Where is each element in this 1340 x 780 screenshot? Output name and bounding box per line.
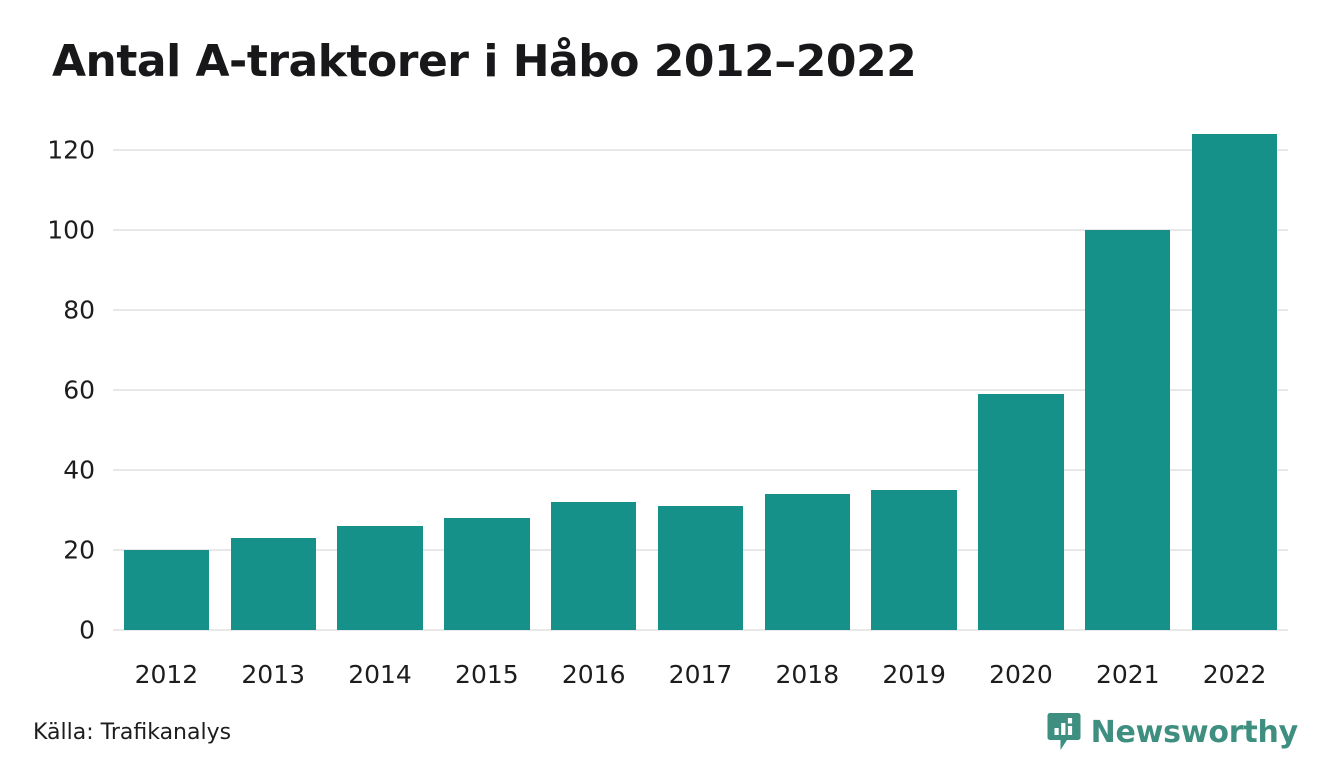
brand-name: Newsworthy — [1090, 714, 1299, 750]
y-axis-tick-label: 40 — [63, 455, 95, 485]
newsworthy-bubble-chart-icon — [1047, 713, 1081, 750]
y-axis-tick-label: 120 — [47, 135, 95, 165]
y-axis-labels: 0 20 40 60 80 100 120 — [0, 136, 95, 645]
bar-2015[interactable] — [444, 518, 530, 630]
x-axis-tick-label-2022: 2022 — [1202, 660, 1267, 689]
y-axis-tick-label: 20 — [63, 535, 95, 565]
x-axis-tick-label-2013: 2013 — [241, 660, 306, 689]
bar-2014[interactable] — [337, 526, 423, 630]
bar-2019[interactable] — [871, 490, 957, 630]
x-axis-tick-label-2019: 2019 — [882, 660, 946, 689]
brand-logo: Newsworthy — [1047, 712, 1298, 752]
x-axis-tick-label-2016: 2016 — [561, 660, 626, 689]
bar-2017[interactable] — [657, 506, 744, 630]
x-axis-tick-label-2020: 2020 — [989, 660, 1053, 689]
y-axis-tick-label: 100 — [47, 215, 95, 245]
bar-2021[interactable] — [1085, 230, 1171, 630]
gridline — [113, 389, 1288, 391]
source-note: Källa: Trafikanalys — [33, 720, 232, 745]
x-axis-labels: 2012 2013 2014 2015 2016 2017 2018 2019 2020 2021… — [113, 660, 1288, 700]
gridline — [113, 469, 1288, 471]
y-axis-tick-label: 80 — [63, 295, 95, 325]
bar-2022[interactable] — [1191, 134, 1278, 630]
x-axis-tick-label-2012: 2012 — [134, 660, 199, 689]
bar-2016[interactable] — [550, 502, 637, 630]
gridline — [113, 629, 1288, 631]
x-axis-tick-label-2017: 2017 — [668, 660, 733, 689]
plot-area — [113, 134, 1288, 631]
gridline — [113, 229, 1288, 231]
bar-2020[interactable] — [978, 394, 1064, 630]
chart-title: Antal A-traktorer i Håbo 2012–2022 — [52, 36, 917, 87]
gridline — [113, 149, 1288, 151]
y-axis-tick-label: 0 — [79, 615, 95, 645]
bar-2013[interactable] — [230, 538, 316, 630]
bar-2018[interactable] — [764, 494, 851, 630]
x-axis-tick-label-2015: 2015 — [455, 660, 519, 689]
y-axis-tick-label: 60 — [63, 375, 95, 405]
bar-2012[interactable] — [123, 550, 210, 630]
x-axis-tick-label-2014: 2014 — [348, 660, 412, 689]
bars-layer — [113, 134, 1288, 630]
gridline — [113, 309, 1288, 311]
x-axis-tick-label-2018: 2018 — [775, 660, 840, 689]
x-axis-tick-label-2021: 2021 — [1095, 660, 1160, 689]
